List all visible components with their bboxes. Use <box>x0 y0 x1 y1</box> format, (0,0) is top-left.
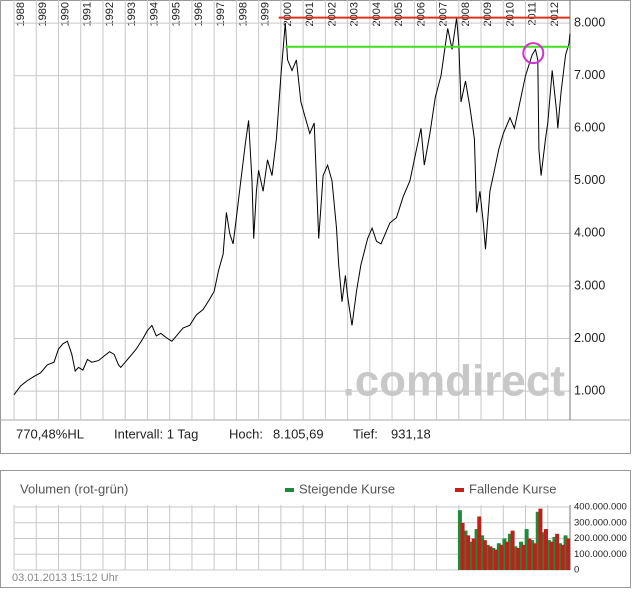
volume-bar <box>493 549 498 570</box>
stat-text: 931,18 <box>391 426 431 441</box>
y-tick-label: 8.000 <box>574 15 605 29</box>
volume-bar <box>469 541 474 570</box>
y-tick-label: 400.000.000 <box>574 502 627 513</box>
y-tick-label: 1.000 <box>574 383 605 397</box>
stat-text: Hoch: <box>229 426 263 441</box>
volume-bar <box>566 538 571 570</box>
volume-bar <box>557 543 562 570</box>
x-tick-label: 2002 <box>326 2 338 26</box>
x-tick-label: 2001 <box>304 2 316 26</box>
volume-bar <box>488 546 493 570</box>
volume-bar <box>530 540 535 570</box>
volume-bar <box>510 530 515 570</box>
volume-bar <box>538 508 543 570</box>
volume-bar <box>496 543 501 570</box>
x-tick-label: 2009 <box>482 2 494 26</box>
legend-label: Fallende Kurse <box>469 481 556 496</box>
volume-bar <box>485 544 490 570</box>
x-tick-label: 2000 <box>282 2 294 26</box>
x-tick-label: 1998 <box>237 2 249 26</box>
stat-text: 8.105,69 <box>273 426 324 441</box>
watermark: .comdirect <box>342 357 565 406</box>
timestamp: 03.01.2013 15:12 Uhr <box>12 572 119 584</box>
x-tick-label: 1989 <box>37 2 49 26</box>
volume-bar <box>549 541 554 570</box>
price-line <box>13 17 571 396</box>
volume-bar <box>535 511 540 570</box>
y-tick-label: 300.000.000 <box>574 517 627 528</box>
volume-bar <box>474 529 479 570</box>
x-tick-label: 2012 <box>549 2 561 26</box>
volume-bar <box>491 547 496 570</box>
volume-bar <box>466 535 471 570</box>
volume-bar <box>541 532 546 570</box>
volume-bar <box>513 546 518 570</box>
volume-bar <box>502 538 507 570</box>
volume-bar <box>532 543 537 570</box>
stat-text: Intervall: 1 Tag <box>114 426 198 441</box>
y-tick-label: 200.000.000 <box>574 533 627 544</box>
x-tick-label: 1991 <box>82 2 94 26</box>
volume-title: Volumen (rot-grün) <box>20 481 128 496</box>
volume-bar <box>477 516 482 570</box>
y-tick-label: 7.000 <box>574 68 605 82</box>
x-tick-label: 2003 <box>349 2 361 26</box>
x-tick-label: 2006 <box>415 2 427 26</box>
legend-swatch <box>285 488 294 492</box>
volume-bar <box>519 541 524 570</box>
x-tick-label: 1996 <box>193 2 205 26</box>
volume-bar <box>505 541 510 570</box>
x-tick-label: 1999 <box>260 2 272 26</box>
x-tick-label: 1997 <box>215 2 227 26</box>
x-tick-label: 2004 <box>371 2 383 26</box>
volume-bar <box>543 529 548 570</box>
x-tick-label: 1990 <box>59 2 71 26</box>
volume-bar <box>482 540 487 570</box>
volume-bar <box>460 522 465 570</box>
volume-bar <box>463 530 468 570</box>
volume-bar <box>480 535 485 570</box>
volume-bar <box>555 533 560 570</box>
volume-bar <box>546 540 551 570</box>
x-tick-label: 1995 <box>171 2 183 26</box>
volume-bar <box>516 547 521 570</box>
stat-text: 770,48%HL <box>16 426 84 441</box>
y-tick-label: 0 <box>574 565 579 576</box>
volume-bar <box>457 510 462 570</box>
y-tick-label: 3.000 <box>574 278 605 292</box>
volume-bar <box>521 544 526 570</box>
volume-bar <box>507 533 512 570</box>
volume-bar <box>524 529 529 570</box>
legend-swatch <box>455 488 464 492</box>
x-tick-label: 2005 <box>393 2 405 26</box>
stat-text: Tief: <box>353 426 378 441</box>
y-tick-label: 100.000.000 <box>574 549 627 560</box>
volume-bar <box>560 544 565 570</box>
x-tick-label: 1993 <box>126 2 138 26</box>
y-tick-label: 5.000 <box>574 173 605 187</box>
y-tick-label: 4.000 <box>574 226 605 240</box>
x-tick-label: 1992 <box>104 2 116 26</box>
x-tick-label: 1994 <box>148 2 160 26</box>
x-tick-label: 2011 <box>527 2 539 26</box>
x-tick-label: 2010 <box>504 2 516 26</box>
volume-bar <box>563 535 568 570</box>
volume-bar <box>527 538 532 570</box>
x-tick-label: 2007 <box>438 2 450 26</box>
volume-bar <box>552 536 557 570</box>
y-tick-label: 6.000 <box>574 121 605 135</box>
highlight-circle <box>522 42 545 65</box>
volume-frame <box>0 470 631 588</box>
volume-bar <box>499 544 504 570</box>
legend-label: Steigende Kurse <box>299 481 395 496</box>
main-frame <box>0 0 631 454</box>
volume-bar <box>471 538 476 570</box>
x-tick-label: 1988 <box>15 2 27 26</box>
y-tick-label: 2.000 <box>574 331 605 345</box>
x-tick-label: 2008 <box>460 2 472 26</box>
